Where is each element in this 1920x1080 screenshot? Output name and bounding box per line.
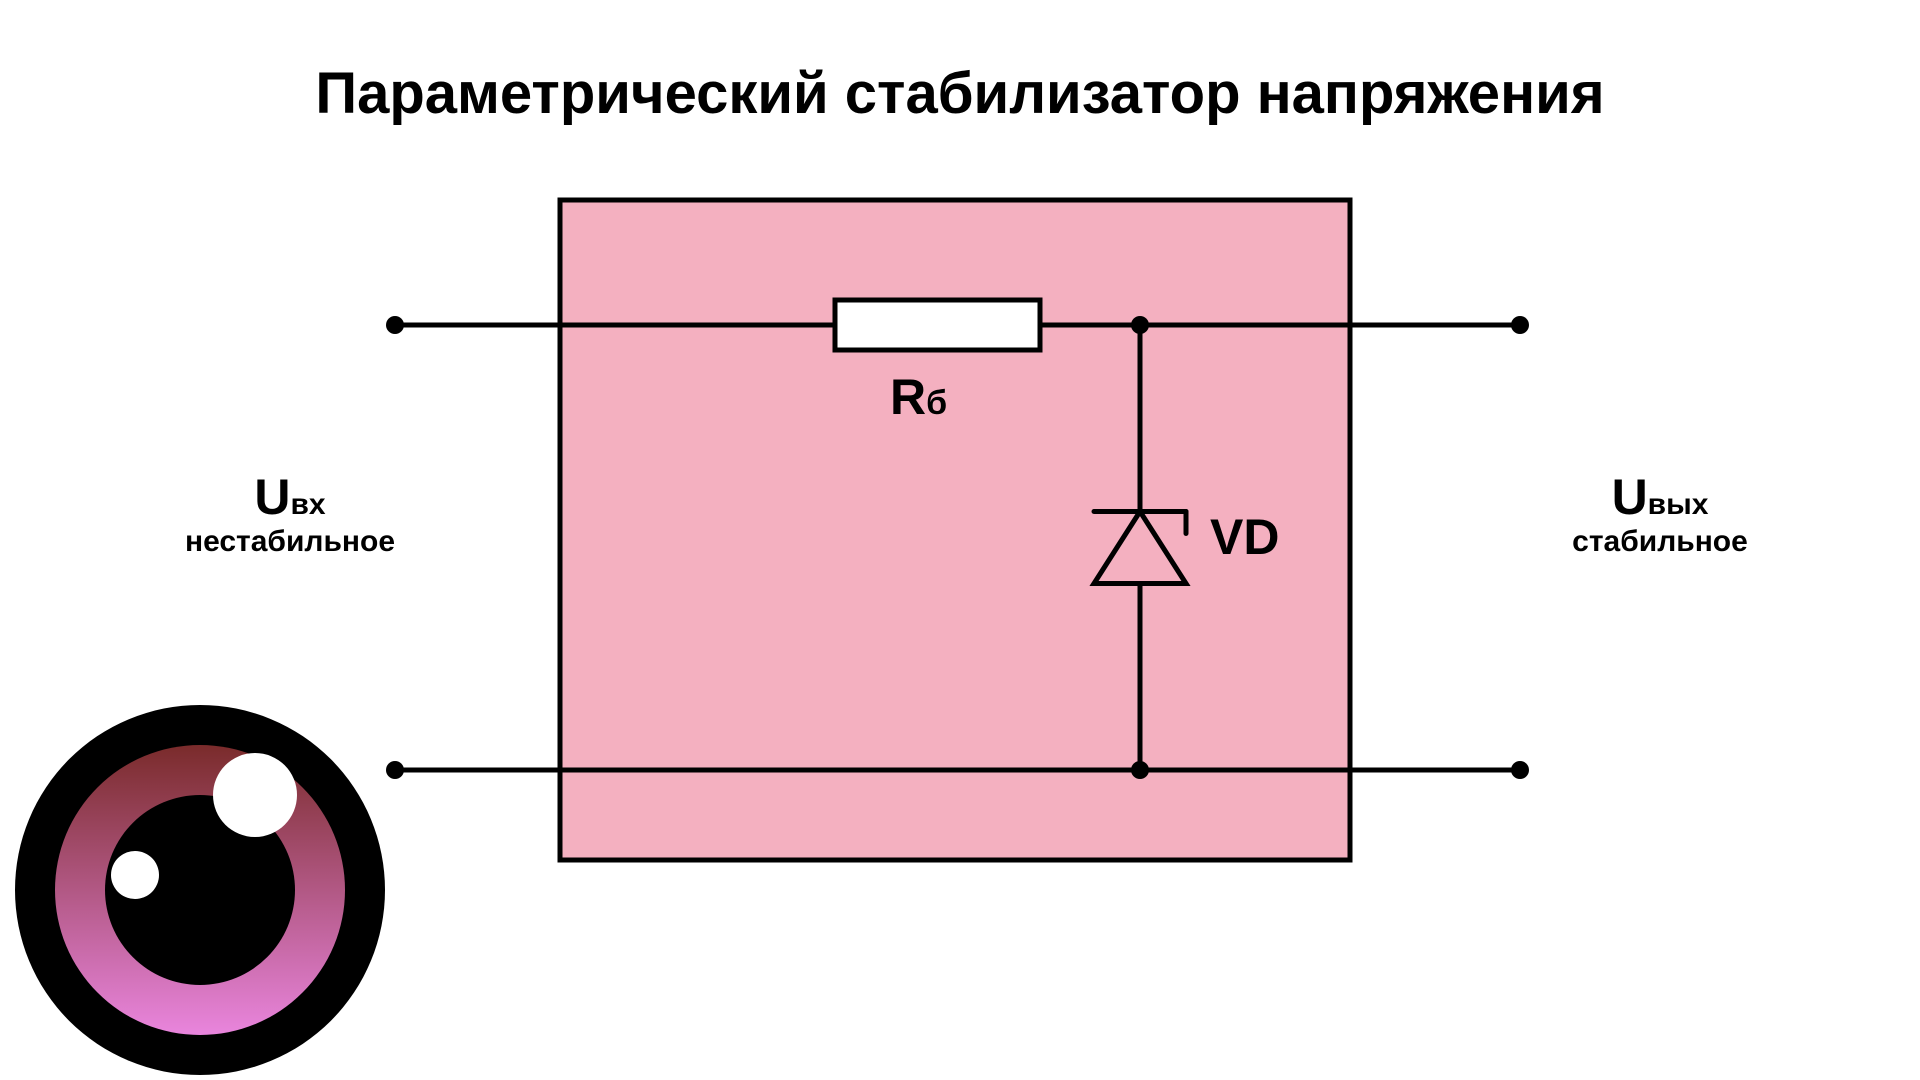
logo-eye-icon <box>15 705 385 1075</box>
label-Uout: Uвых стабильное <box>1460 470 1860 558</box>
label-VD: VD <box>1210 510 1279 565</box>
label-Uout-sub: вых <box>1648 488 1709 521</box>
label-Uin-main: U <box>254 469 290 525</box>
label-Rb-sub: б <box>926 384 947 422</box>
label-Uout-line2: стабильное <box>1460 525 1860 558</box>
label-Rb: Rб <box>890 370 947 425</box>
label-Uin-sub: вх <box>290 488 325 521</box>
label-VD-text: VD <box>1210 509 1279 565</box>
stage: Параметрический стабилизатор напряжения … <box>0 0 1920 1080</box>
resistor-Rb <box>835 300 1040 350</box>
label-Uin: Uвх нестабильное <box>90 470 490 558</box>
label-Uin-line2: нестабильное <box>90 525 490 558</box>
label-Rb-main: R <box>890 369 926 425</box>
label-Uout-main: U <box>1612 469 1648 525</box>
